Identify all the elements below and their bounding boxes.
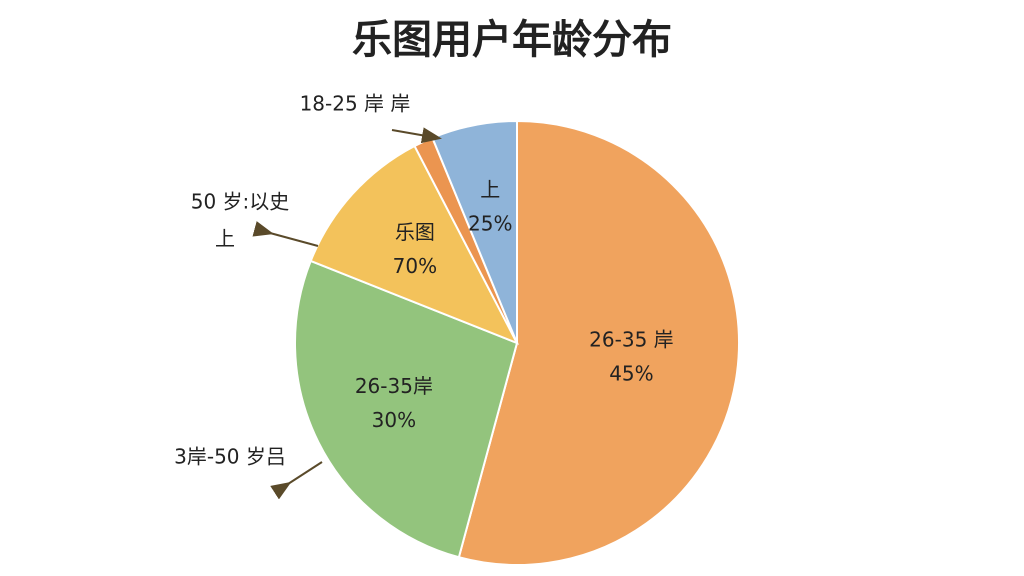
annotation: 上 (215, 227, 235, 251)
arrow (270, 461, 323, 500)
arrow (252, 221, 319, 247)
slice-label: 25% (468, 211, 512, 235)
slice-label: 26-35 岸 (589, 328, 673, 352)
annotation: 50 岁:以史 (191, 190, 290, 214)
slice-label: 上 (480, 177, 500, 201)
pie-slice (457, 119, 740, 566)
arrow (391, 127, 442, 144)
slice-label: 30% (372, 408, 416, 432)
annotation: 18-25 岸 岸 (300, 92, 411, 116)
annotation: 3岸-50 岁吕 (174, 445, 286, 469)
pie: 26-35 岸 45% 26-35岸 30% 乐图 70% 上 25% (294, 119, 740, 566)
pie-slice (309, 144, 520, 345)
slice-label: 45% (609, 362, 653, 386)
slice-label: 70% (393, 254, 437, 278)
chart-title: 乐图用户年龄分布 (352, 17, 672, 63)
slice-label: 乐图 (395, 220, 435, 244)
slice-label: 26-35岸 (355, 374, 433, 398)
pie-slice (294, 259, 519, 559)
